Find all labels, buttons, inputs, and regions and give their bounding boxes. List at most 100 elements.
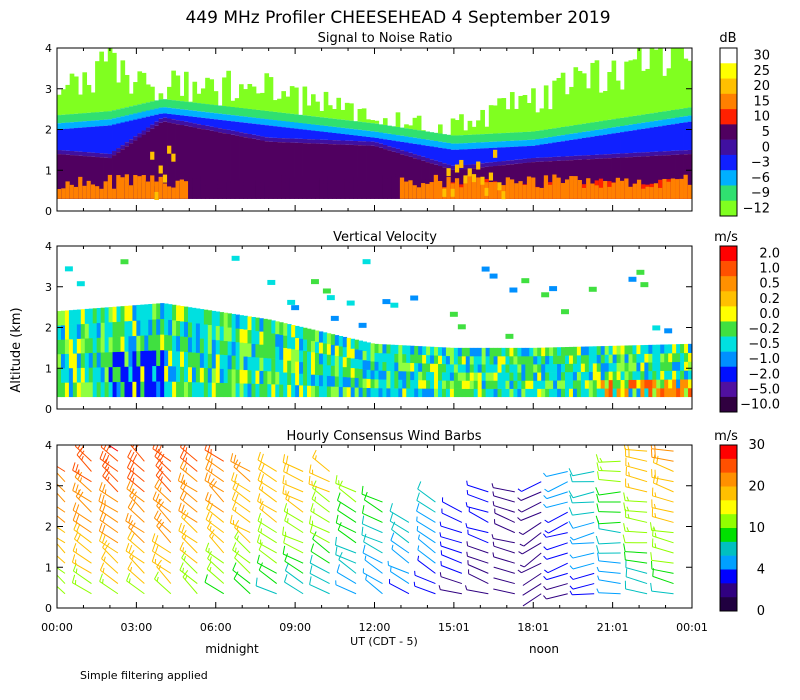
wind-barb-staff [284,520,304,534]
vv-cell [537,372,542,381]
snr-cell [480,134,485,143]
wind-barb-staff [653,482,674,493]
vv-cell [57,339,62,355]
snr-cell [255,135,261,140]
vv-cell [616,354,621,364]
snr-cell [459,169,464,199]
wind-barb [126,572,145,595]
wind-barb [651,469,674,483]
wind-barb [99,562,119,584]
snr-cell [323,132,329,140]
wind-barb [389,578,410,595]
wind-barb-staff [338,487,357,503]
vv-cell [84,352,90,368]
snr-cell [357,135,363,142]
snr-cell [344,144,350,199]
wind-barb-flag [309,524,313,533]
vv-cell [334,365,340,377]
snr-cell [526,146,532,159]
snr-cell [611,60,617,120]
vv-cell [112,351,117,368]
vv-cell [533,372,538,381]
vv-cell [96,322,102,338]
snr-cell [255,124,261,136]
snr-cell [399,150,405,155]
colorbar-label: 2.0 [759,247,780,262]
vv-cell [441,372,447,381]
vv-cell [140,319,145,336]
snr-cell [636,179,642,199]
wind-barb [568,490,595,499]
snr-cell [323,143,329,199]
snr-cell [336,97,342,120]
colorbar-label: −10.0 [740,397,780,412]
snr-cell [154,108,159,115]
snr-cell [200,125,206,130]
vv-cell [283,323,288,336]
vv-cell [88,337,94,353]
snr-cell [196,93,202,104]
snr-cell [340,133,346,141]
wind-barb-flag [491,483,494,488]
vv-cell [124,351,129,367]
snr-cell [421,183,426,199]
wind-barb-flag [283,574,288,583]
snr-cell [332,133,337,141]
snr-cell [395,135,401,142]
vv-cell [287,299,296,305]
vv-cell [414,388,419,398]
vv-cell [334,386,340,398]
snr-cell [412,154,418,159]
snr-cell [226,114,231,121]
wind-barb-staff [310,550,330,564]
vv-cell [195,308,201,324]
wind-barb-flag [128,544,133,554]
wind-barb-flag [417,534,420,540]
snr-cell [624,125,629,132]
vv-cell [235,383,240,398]
wind-barb [569,590,595,596]
snr-cell [188,126,193,199]
vv-cell [191,307,197,323]
snr-cell [315,124,320,132]
wind-barb [650,582,674,595]
vv-cell [299,338,304,351]
snr-cell [277,142,282,199]
vv-cell [295,349,300,362]
wind-barb-flag [311,491,316,500]
wind-barb-flag [206,561,212,570]
wind-barb-flag [624,551,626,561]
vv-cell [457,372,463,381]
snr-cell [103,119,109,126]
wind-barb-flag [75,504,80,513]
snr-cell [107,48,113,112]
vv-cell [235,369,240,384]
wind-barb-staff [651,568,674,574]
vv-cell [295,373,300,386]
vv-cell [227,341,233,356]
vv-cell [140,304,145,321]
wind-barb [179,460,198,483]
wind-barb-flag [181,504,185,513]
wind-barb-flag [158,445,162,453]
wind-barb [338,480,357,503]
vv-cell [505,364,510,373]
wind-barb-flag [131,488,134,494]
wind-barb [57,526,66,534]
snr-cell [675,117,680,124]
vv-cell [104,352,109,368]
wind-barb-flag [99,482,103,491]
snr-cell [277,112,282,121]
vv-cell [132,320,137,337]
vv-cell [358,359,363,369]
vv-cell [445,355,451,365]
snr-cell [382,125,388,134]
vv-cell [203,309,209,325]
wind-barb-staff [310,531,330,544]
snr-cell [319,139,325,144]
x-tick-label: 00:01 [676,621,708,634]
snr-cell [124,121,130,143]
snr-cell [247,181,253,199]
snr-cell [306,130,312,140]
vv-cell [688,361,692,371]
